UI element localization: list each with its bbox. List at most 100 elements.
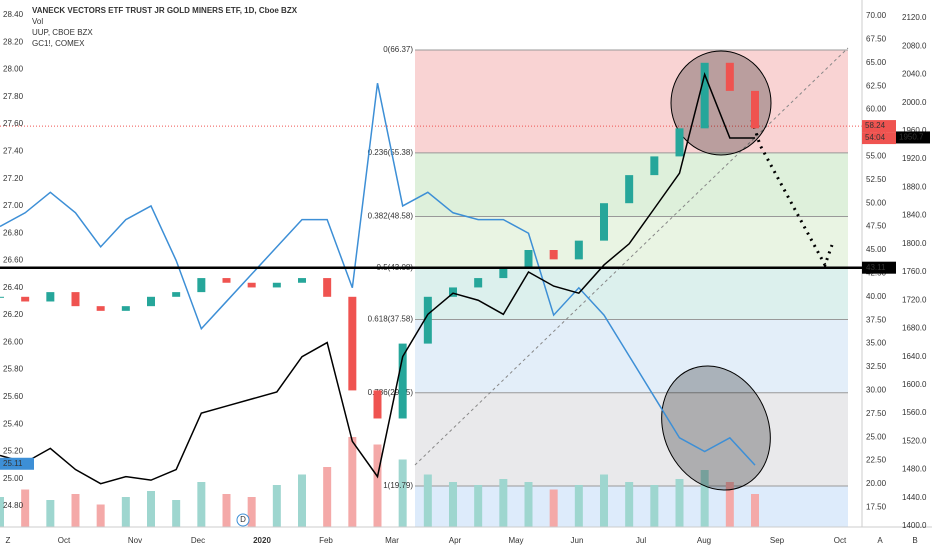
volume-bar (725, 482, 734, 527)
x-tick-label: Feb (319, 536, 333, 545)
trend-line (414, 47, 849, 466)
mid-tick-label: 20.00 (866, 479, 887, 488)
volume-bar (121, 497, 130, 527)
candle (172, 292, 181, 297)
right-tick-label: 1560.0 (902, 408, 927, 417)
candle (499, 268, 508, 279)
candle (423, 296, 432, 344)
x-tick-label: Sep (770, 536, 785, 545)
left-tick-label: 25.00 (3, 474, 24, 483)
mid-tick-label: 65.00 (866, 58, 887, 67)
mid-tick-label: 35.00 (866, 339, 887, 348)
price-tag (896, 131, 930, 144)
countdown-tag (862, 132, 896, 145)
left-tick-label: 25.20 (3, 447, 24, 456)
volume-bar (574, 485, 583, 527)
candle (247, 282, 256, 288)
fib-zone (415, 319, 848, 393)
volume-bar (373, 444, 382, 527)
left-tick-label: 25.60 (3, 392, 24, 401)
dividend-marker (236, 513, 250, 527)
candle (449, 287, 457, 297)
uup-line (0, 83, 756, 466)
left-tick-label: 27.20 (3, 174, 24, 183)
right-tick-label: 1440.0 (902, 493, 927, 502)
level-tag (862, 261, 896, 274)
volume-bar (71, 494, 80, 527)
candle (71, 292, 80, 307)
left-tick-label: 27.60 (3, 119, 24, 128)
left-tick-label: 27.80 (3, 92, 24, 101)
mid-tick-label: 45.00 (866, 245, 887, 254)
bottom-mark: D (240, 515, 246, 524)
x-tick-label: 2020 (253, 536, 271, 545)
x-tick-label: Dec (191, 536, 205, 545)
volume-bar (46, 500, 55, 527)
mid-tick-label: 25.00 (866, 432, 887, 441)
volume-bar (423, 474, 432, 527)
volume-bar (751, 494, 759, 527)
candle (600, 203, 608, 241)
gold-line (0, 72, 755, 485)
x-tick-label: May (508, 536, 523, 545)
candle (21, 296, 30, 302)
candle (197, 278, 206, 293)
mid-tick-label: 30.00 (866, 386, 887, 395)
volume-bar (499, 479, 508, 527)
countdown-label: 54:04 (865, 133, 886, 142)
left-tick-label: 26.00 (3, 337, 24, 346)
x-tick-label: Oct (834, 536, 847, 545)
right-tick-label: 2000.0 (902, 98, 927, 107)
bottom-mark: B (912, 536, 917, 545)
candle (398, 343, 407, 419)
x-tick-label: Nov (128, 536, 142, 545)
candle (147, 296, 155, 307)
candle (549, 250, 558, 260)
fib-label: 0.618(37.58) (368, 315, 414, 324)
x-tick-label: Jun (571, 536, 584, 545)
candle (625, 175, 634, 204)
candle (574, 240, 583, 260)
level-tag-label: 43.11 (866, 263, 886, 272)
fib-label: 0.786(29.75) (368, 388, 414, 397)
volume-bar (197, 482, 206, 527)
x-tick-label: Jul (636, 536, 646, 545)
highlight-circle (670, 50, 772, 156)
right-tick-label: 1520.0 (902, 436, 927, 445)
mid-tick-label: 32.50 (866, 362, 887, 371)
volume-bar (298, 474, 306, 527)
highlight-circle (661, 365, 771, 491)
fib-zone (415, 216, 848, 268)
volume-bar (222, 494, 231, 527)
volume-bar (650, 485, 659, 527)
legend-entry: Vol (32, 17, 43, 26)
candle (474, 278, 483, 288)
mid-tick-label: 27.50 (866, 409, 887, 418)
left-tick-label: 25.40 (3, 419, 24, 428)
x-tick-label: Apr (449, 536, 462, 545)
fib-label: 0(66.37) (383, 45, 413, 54)
candle (298, 278, 306, 283)
left-tick-label: 26.40 (3, 283, 24, 292)
mid-tick-label: 22.50 (866, 456, 887, 465)
fib-zone (415, 49, 848, 153)
price-tag-label: 58.24 (865, 121, 886, 130)
right-tick-label: 2120.0 (902, 13, 927, 22)
candle (524, 250, 533, 269)
volume-bar (0, 497, 4, 527)
left-tick-label: 26.80 (3, 228, 24, 237)
candle (222, 278, 231, 283)
mid-tick-label: 70.00 (866, 11, 887, 20)
volume-bar (524, 482, 533, 527)
candle (650, 156, 659, 176)
candle (121, 306, 130, 311)
mid-tick-label: 17.50 (866, 503, 887, 512)
candle (348, 296, 357, 391)
left-tick-label: 28.40 (3, 10, 24, 19)
right-tick-label: 1600.0 (902, 380, 927, 389)
left-tick-label: 26.60 (3, 256, 24, 265)
left-tick-label: 25.80 (3, 365, 24, 374)
left-tick-label: 26.20 (3, 310, 24, 319)
right-tick-label: 1960.0 (902, 126, 927, 135)
